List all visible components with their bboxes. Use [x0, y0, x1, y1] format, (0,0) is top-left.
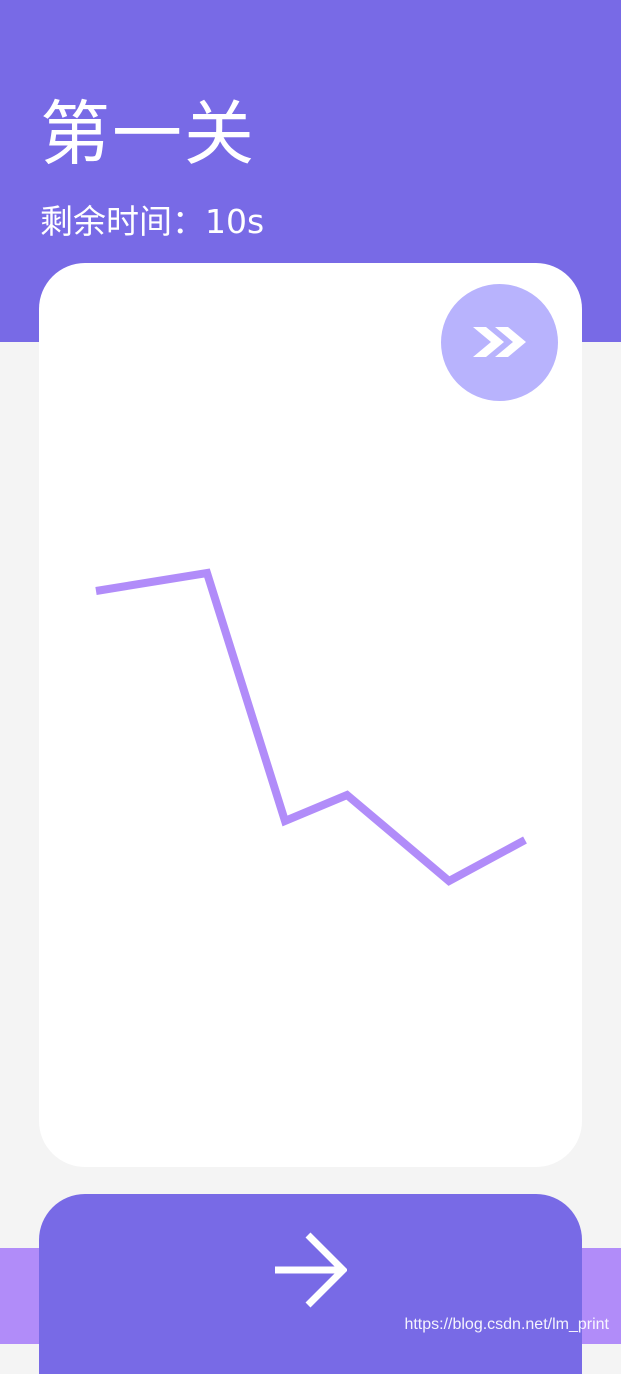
drawing-card [39, 263, 582, 1167]
watermark-url: https://blog.csdn.net/lm_print [404, 1316, 609, 1333]
time-remaining-label: 剩余时间： [40, 202, 205, 241]
next-button[interactable] [39, 1194, 582, 1374]
arrow-right-icon [275, 1232, 347, 1308]
time-remaining: 剩余时间：10s [40, 198, 264, 246]
double-chevron-right-icon [473, 327, 526, 357]
level-title: 第一关 [40, 93, 256, 175]
skip-button[interactable] [441, 284, 558, 401]
time-remaining-value: 10s [205, 202, 265, 241]
drawn-path [95, 568, 527, 886]
